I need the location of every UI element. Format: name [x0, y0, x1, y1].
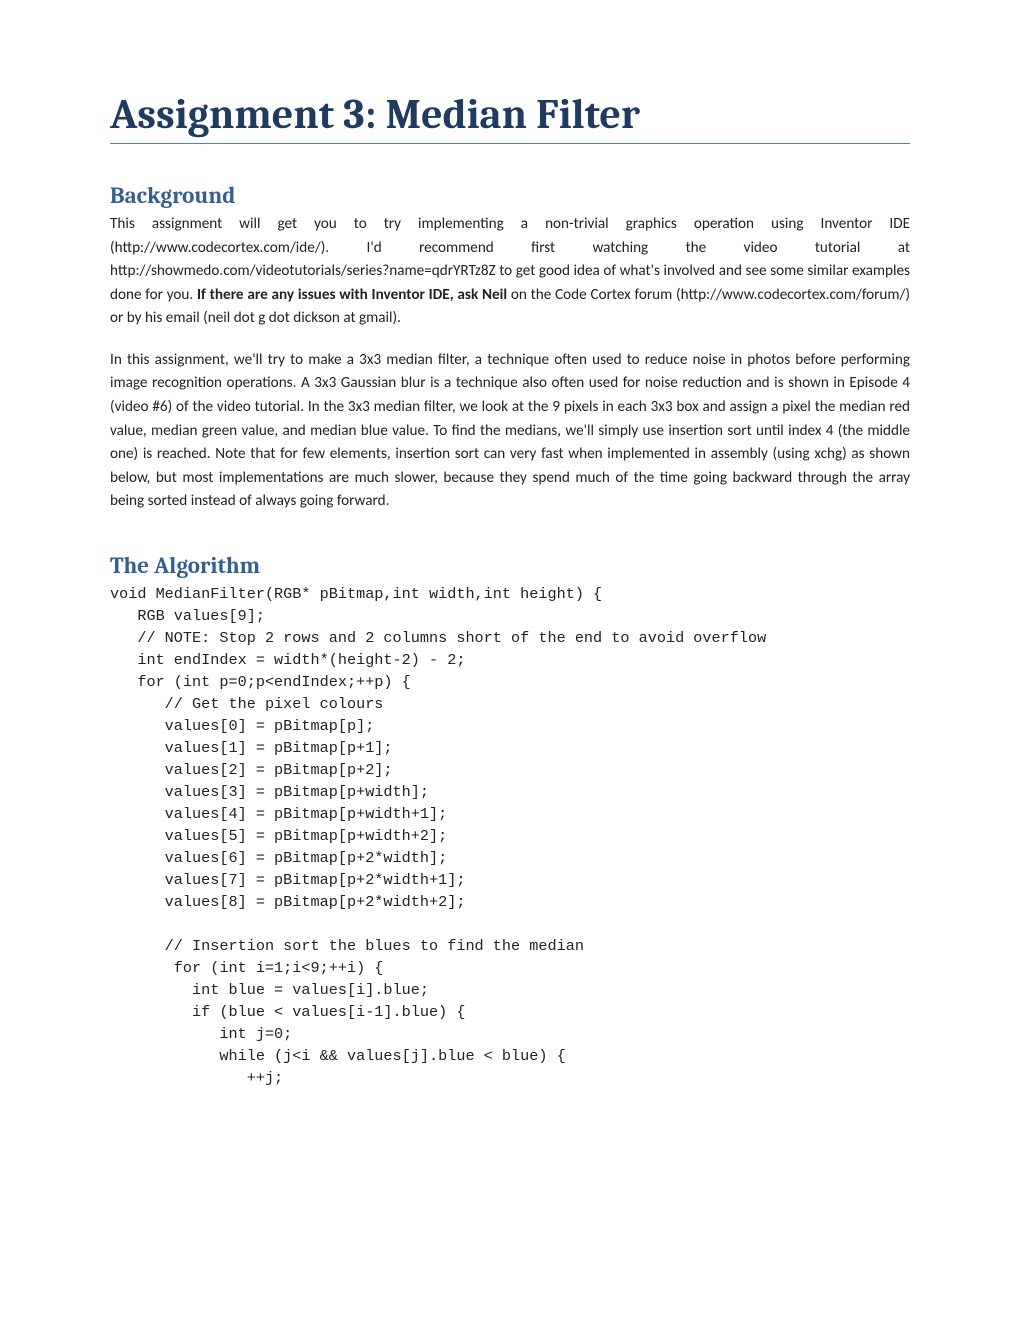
background-paragraph-2: In this assignment, we'll try to make a …	[110, 349, 910, 514]
background-heading: Background	[110, 182, 910, 209]
document-title: Assignment 3: Median Filter	[110, 90, 910, 144]
algorithm-code-block: void MedianFilter(RGB* pBitmap,int width…	[110, 583, 910, 1090]
background-paragraph-1: This assignment will get you to try impl…	[110, 213, 910, 331]
algorithm-heading: The Algorithm	[110, 552, 910, 579]
background-p1-bold: If there are any issues with Inventor ID…	[197, 286, 507, 304]
